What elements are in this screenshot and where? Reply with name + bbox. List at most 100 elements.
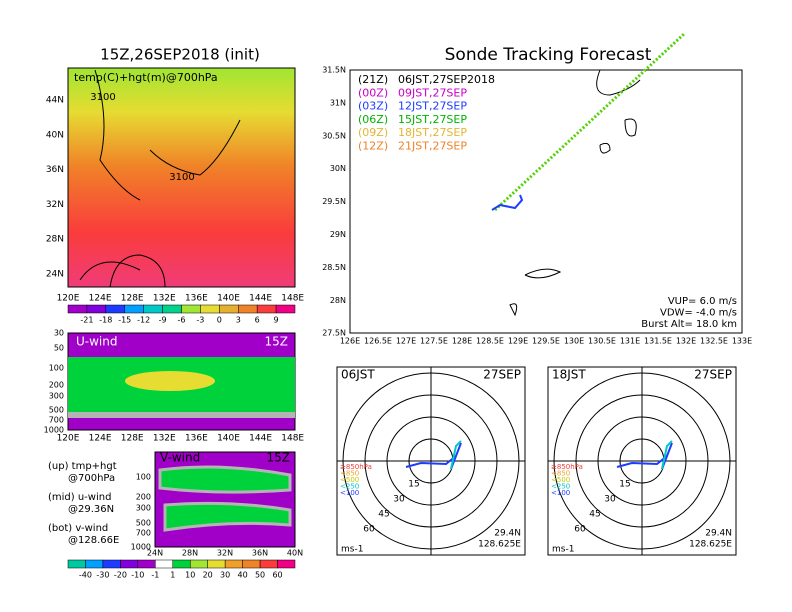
lon-label: 144E: [249, 434, 272, 444]
lon-label: 130E: [564, 337, 584, 346]
pressure-label: 300: [49, 392, 64, 401]
colorbar-box: [275, 304, 296, 314]
note: @29.36N: [68, 504, 114, 515]
label: 18JST: [552, 368, 586, 382]
colorbar-box: [102, 559, 121, 569]
param: VDW= -4.0 m/s: [660, 308, 737, 319]
lon-label: 136E: [185, 294, 208, 304]
lon-label: 124E: [89, 294, 112, 304]
hodo-trace: [450, 440, 462, 470]
label: ms-1: [552, 545, 574, 555]
label: 27SEP: [483, 368, 521, 382]
colorbar-box: [259, 559, 278, 569]
colorbar-label: -20: [114, 571, 127, 580]
lat-label: 32N: [46, 200, 64, 210]
contours: [79, 69, 241, 288]
ring-label: 15: [408, 480, 419, 490]
legend-run: (03Z): [358, 100, 388, 113]
note: (up) tmp+hgt: [48, 461, 117, 472]
panel-title: 15Z,26SEP2018 (init): [100, 46, 260, 64]
lon-label: 127E: [396, 337, 416, 346]
colorbar-label: 0: [217, 316, 222, 325]
lat-label: 30N: [330, 164, 346, 173]
label: U-wind: [76, 335, 117, 349]
panel-title: Sonde Tracking Forecast: [445, 45, 652, 65]
lat-label: 28N: [330, 296, 346, 305]
lon-label: 132E: [676, 337, 696, 346]
lon-label: 126.5E: [364, 337, 392, 346]
lon-label: 131E: [620, 337, 640, 346]
colorbar-label: 6: [255, 316, 260, 325]
label: 3100: [90, 92, 115, 103]
hodo-trace: [661, 440, 673, 470]
colorbar-label: 1: [170, 571, 175, 580]
v-wind-band: [158, 465, 292, 532]
lon-label: 132E: [153, 294, 176, 304]
ring-label: 60: [363, 525, 375, 535]
lat-label: 31.5N: [322, 66, 346, 75]
param: Burst Alt= 18.0 km: [641, 319, 737, 330]
hodographs: [336, 366, 737, 556]
label: ms-1: [341, 545, 363, 555]
colorbar-box: [137, 559, 156, 569]
colorbar-box: [105, 304, 126, 314]
colorbar-label: -12: [137, 316, 150, 325]
hodo-trace: [616, 442, 673, 470]
pressure-label: 200: [49, 381, 64, 390]
lon-label: 129.5E: [532, 337, 560, 346]
pressure-label: 30: [54, 329, 64, 338]
colorbar-box: [200, 304, 220, 314]
label: V-wind: [160, 451, 200, 465]
pressure-legend: <850: [340, 470, 359, 478]
legend-time: 21JST,27SEP: [398, 140, 467, 153]
ring-label: 15: [619, 480, 630, 490]
lon-label: 127.5E: [420, 337, 448, 346]
lat-label: 40N: [46, 130, 64, 140]
colorbar-label: 9: [274, 316, 279, 325]
pressure-legend: ≥850hPa: [340, 463, 372, 471]
colorbar-label: -3: [196, 316, 204, 325]
pressure-label: 100: [136, 473, 151, 482]
colorbar-box: [85, 559, 104, 569]
label: 27SEP: [694, 368, 732, 382]
lon-label: 128E: [121, 434, 144, 444]
lon-label: 144E: [249, 294, 272, 304]
pressure-label: 50: [54, 344, 64, 353]
colorbar-box: [207, 559, 226, 569]
temp-map: [67, 67, 296, 288]
colorbar-box: [67, 559, 86, 569]
u-wind-core: [125, 371, 215, 391]
pressure-legend: <500: [551, 476, 570, 484]
colorbar-label: 3: [236, 316, 241, 325]
colorbar-box: [86, 304, 107, 314]
colorbar-box: [189, 559, 208, 569]
colorbar-label: -9: [159, 316, 167, 325]
lon-label: 124E: [89, 434, 112, 444]
legend-time: 15JST,27SEP: [398, 113, 467, 126]
lat-label: 44N: [46, 96, 64, 106]
legend-time: 12JST,27SEP: [398, 100, 467, 113]
param: VUP= 6.0 m/s: [668, 296, 737, 307]
colorbar-label: 40: [238, 571, 248, 580]
colorbar-box: [181, 304, 201, 314]
colorbar-box: [172, 559, 191, 569]
label: 128.625E: [478, 540, 521, 550]
lon-label: 148E: [281, 294, 304, 304]
label: 3100: [169, 172, 194, 183]
lon-label: 120E: [57, 294, 80, 304]
legend-run: (00Z): [358, 86, 388, 99]
lon-label: 132E: [153, 434, 176, 444]
colorbar-box: [162, 304, 182, 314]
legend-time: 18JST,27SEP: [398, 126, 467, 139]
lon-label: 130.5E: [588, 337, 616, 346]
ring-label: 60: [574, 525, 586, 535]
legend-run: (06Z): [358, 113, 388, 126]
lon-label: 140E: [217, 434, 240, 444]
pressure-legend: <500: [340, 476, 359, 484]
colorbar-box: [143, 304, 163, 314]
pressure-label: 100: [49, 364, 64, 373]
track-map: [349, 69, 743, 334]
label: 29.4N: [494, 529, 521, 539]
pressure-label: 300: [136, 504, 151, 513]
lat-label: 28N: [46, 235, 64, 245]
